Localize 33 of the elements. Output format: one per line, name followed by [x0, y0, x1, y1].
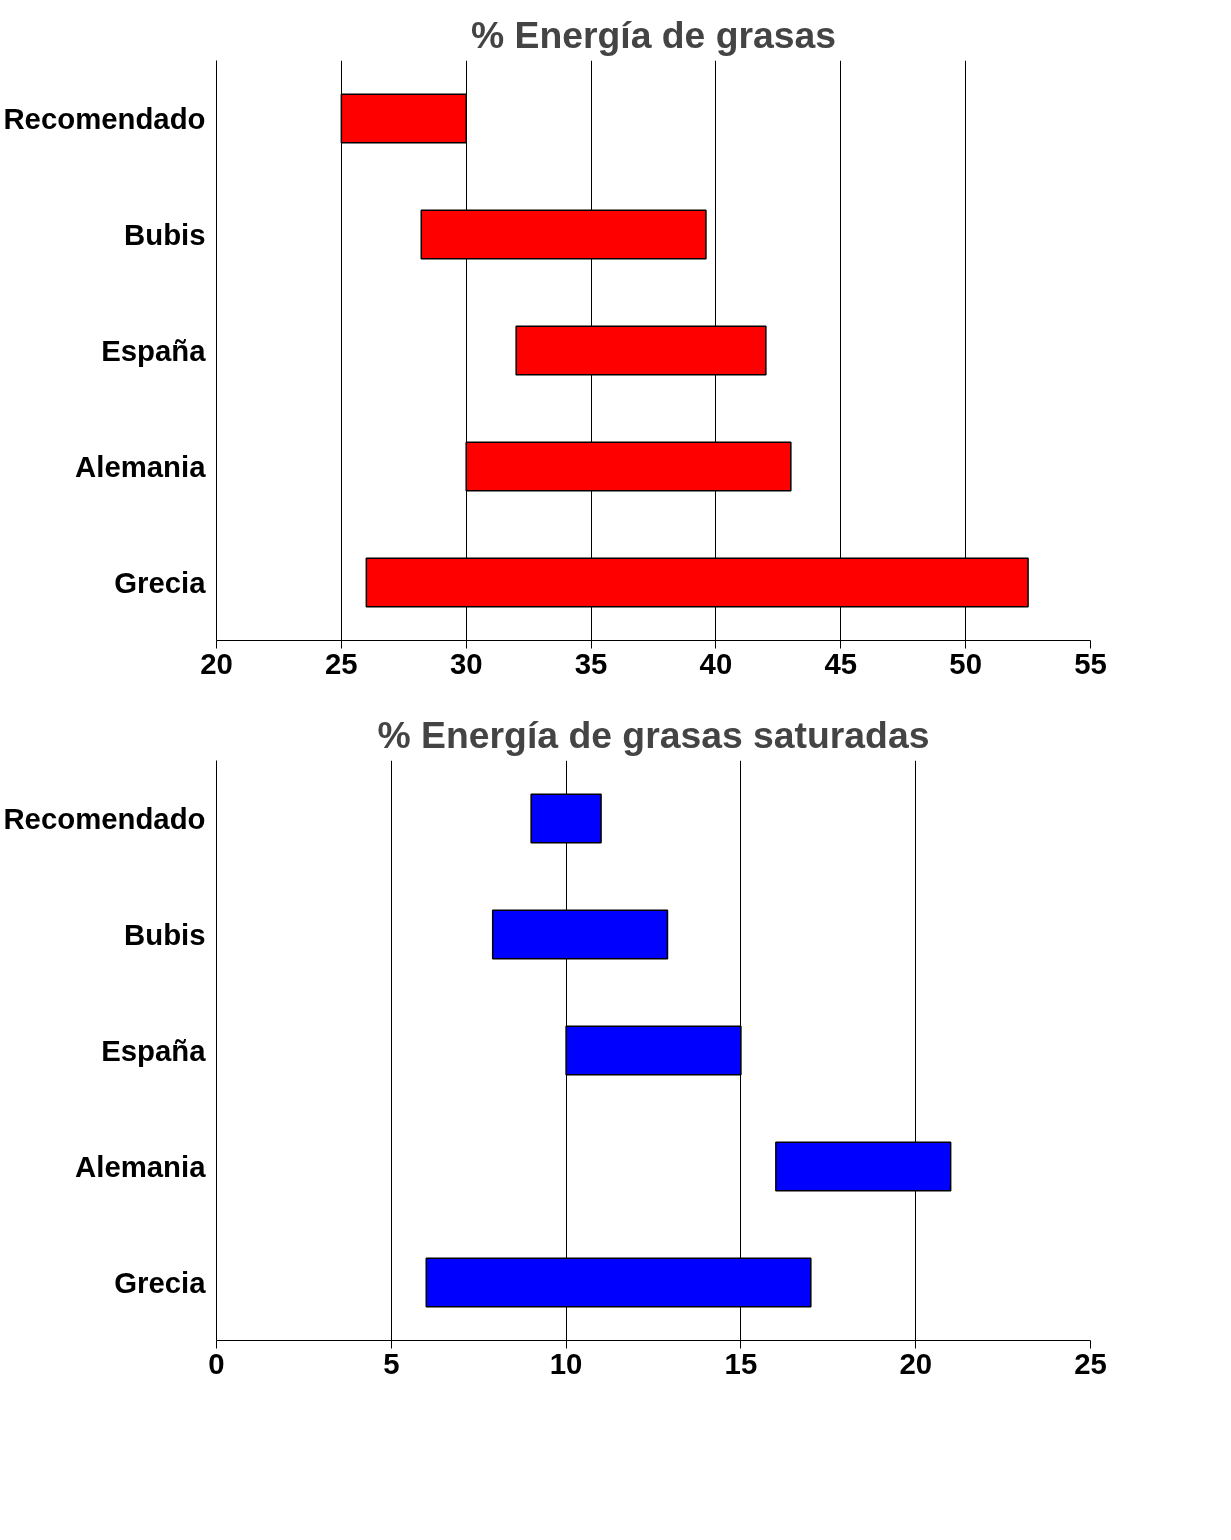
x-tick-label: 40	[699, 646, 733, 680]
x-tick-label: 25	[325, 646, 358, 680]
x-tick-label: 35	[574, 646, 608, 680]
y-tick-label: Bubis	[124, 918, 206, 951]
bar	[565, 1025, 742, 1076]
bar	[515, 325, 767, 376]
x-tick-label: 45	[824, 646, 858, 680]
bar	[530, 793, 602, 844]
y-tick-label: Grecia	[114, 1266, 207, 1299]
bar	[425, 1257, 812, 1308]
y-tick-label: Recomendado	[3, 102, 206, 135]
bar	[491, 909, 669, 960]
x-tick-label: 0	[208, 1346, 225, 1380]
y-tick-label: Recomendado	[3, 802, 206, 835]
x-tick-label: 20	[899, 1346, 933, 1380]
y-tick-label: Alemania	[75, 1150, 207, 1183]
x-tick-label: 15	[724, 1346, 758, 1380]
bar	[465, 441, 792, 492]
x-tick-label: 30	[449, 646, 483, 680]
y-tick-label: Grecia	[114, 566, 207, 599]
bar	[420, 209, 707, 260]
x-tick-label: 5	[383, 1346, 400, 1380]
x-tick-label: 55	[1074, 646, 1107, 680]
x-tick-label: 25	[1074, 1346, 1107, 1380]
x-tick-label: 50	[949, 646, 982, 680]
chart-title: % Energía de grasas	[470, 13, 837, 56]
x-tick-label: 10	[549, 1346, 583, 1380]
y-tick-label: Alemania	[75, 450, 207, 483]
y-tick-label: España	[101, 334, 207, 367]
chart-title: % Energía de grasas saturadas	[377, 713, 930, 756]
x-tick-label: 20	[200, 646, 233, 680]
y-tick-label: España	[101, 1034, 207, 1067]
y-tick-label: Bubis	[124, 218, 206, 251]
